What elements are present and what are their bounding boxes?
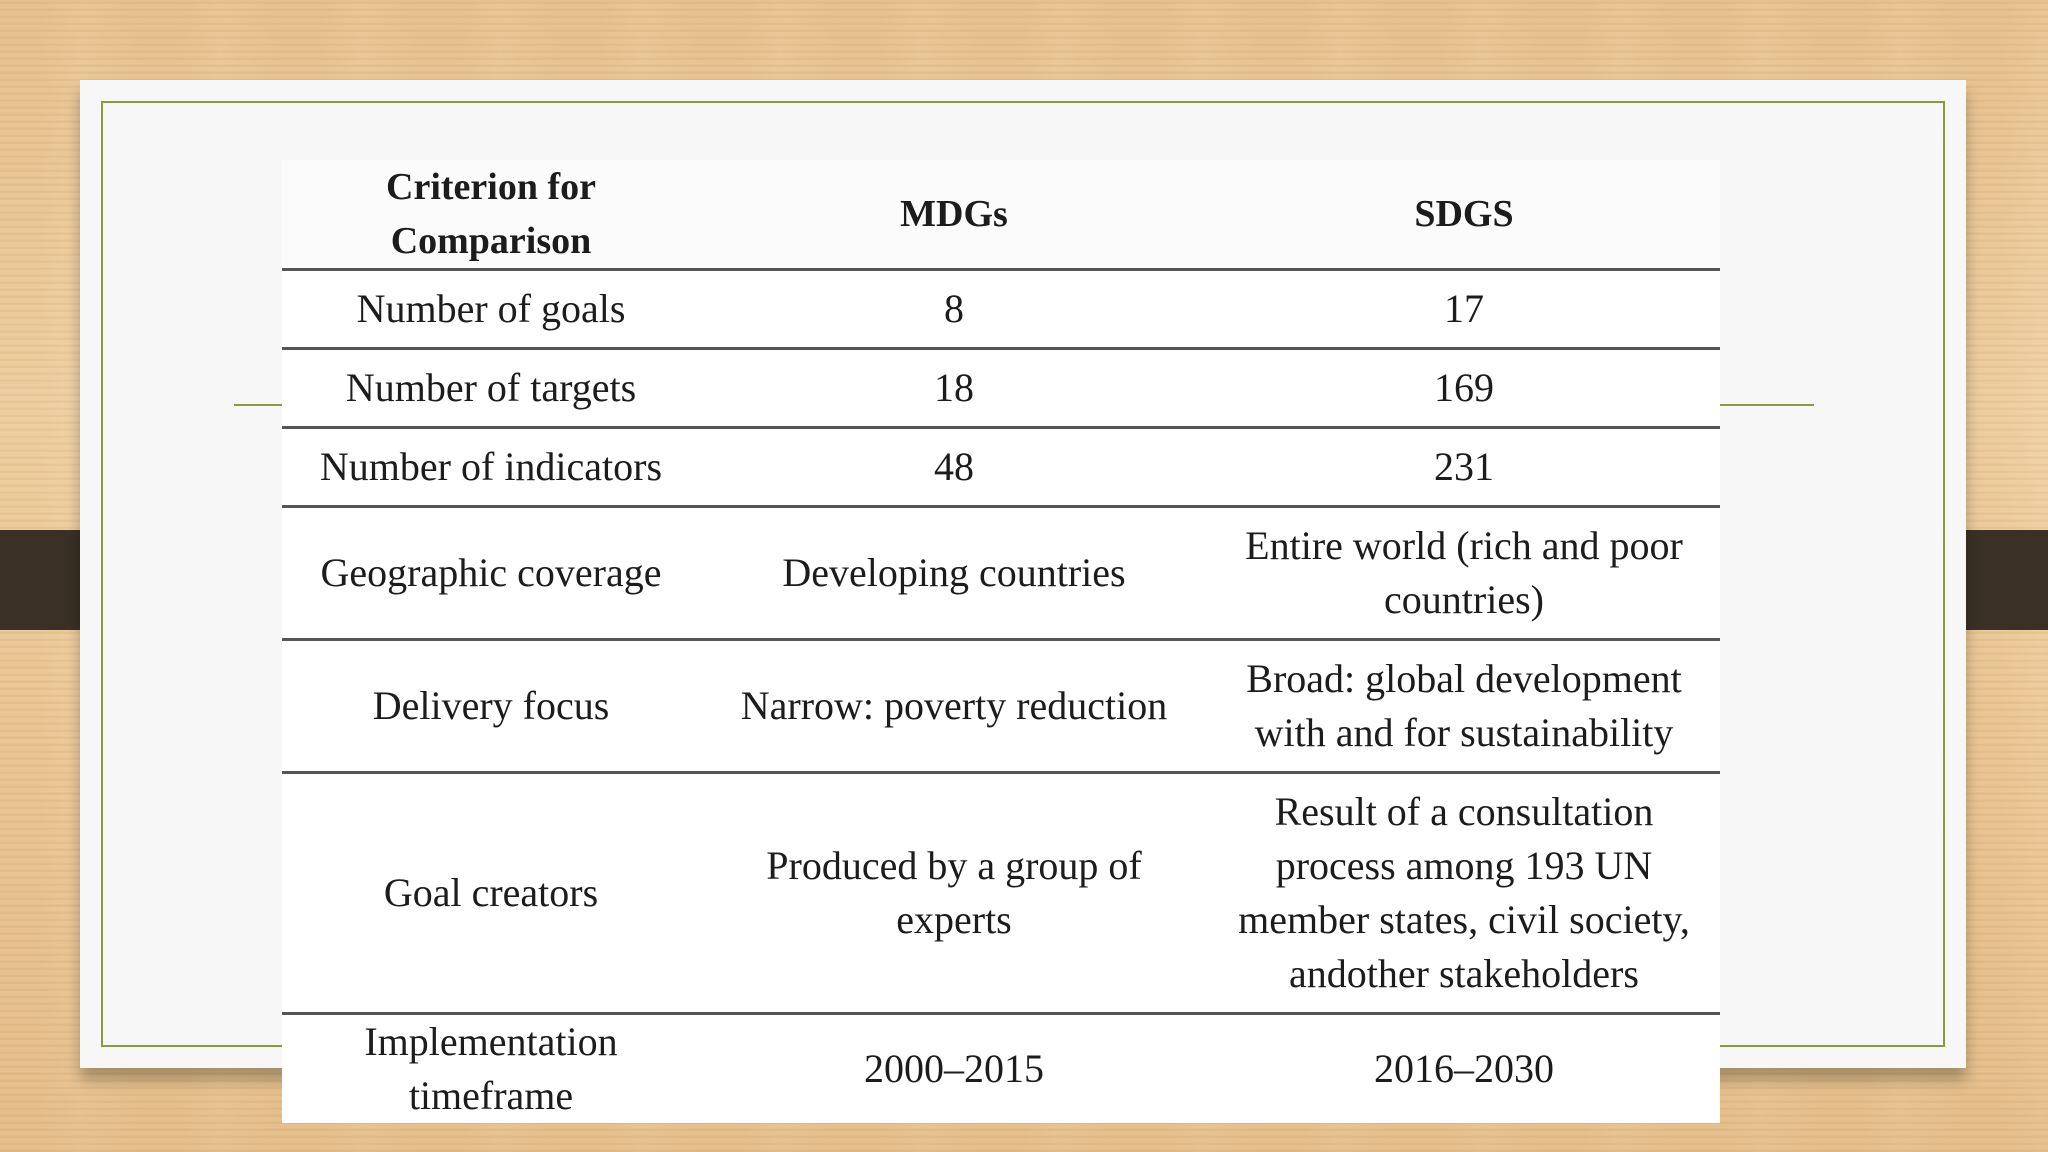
- header-criterion: Criterion for Comparison: [282, 160, 700, 271]
- cell-sdgs: Result of a consultation process among 1…: [1208, 772, 1720, 1015]
- cell-mdgs: 2000–2015: [864, 1046, 1044, 1091]
- cell-sdgs: 17: [1208, 269, 1720, 350]
- cell-mdgs: 8: [700, 269, 1208, 350]
- table-row: Implementation timeframe 2000–2015 2016–…: [282, 1014, 1720, 1124]
- slide: Criterion for Comparison MDGs SDGS Numbe…: [80, 80, 1966, 1123]
- table-header-row: Criterion for Comparison MDGs SDGS: [282, 160, 1720, 271]
- table-row: Number of indicators 48 231: [282, 427, 1720, 508]
- table-row: Number of targets 18 169: [282, 348, 1720, 429]
- cell-mdgs: Produced by a group of experts: [700, 772, 1208, 1015]
- cell-sdgs: Entire world (rich and poor countries): [1208, 506, 1720, 641]
- cell-sdgs: 231: [1208, 427, 1720, 508]
- cell-mdgs: 18: [700, 348, 1208, 429]
- cell-criterion: Implementation timeframe: [364, 1019, 618, 1118]
- cell-criterion: Goal creators: [282, 772, 700, 1015]
- cell-criterion: Number of indicators: [282, 427, 700, 508]
- cell-criterion: Number of targets: [282, 348, 700, 429]
- cell-mdgs: Developing countries: [700, 506, 1208, 641]
- cell-sdgs: 169: [1208, 348, 1720, 429]
- cell-criterion: Geographic coverage: [282, 506, 700, 641]
- comparison-table: Criterion for Comparison MDGs SDGS Numbe…: [282, 160, 1720, 1123]
- cell-mdgs: 48: [700, 427, 1208, 508]
- header-sdgs: SDGS: [1208, 160, 1720, 271]
- table-row: Goal creators Produced by a group of exp…: [282, 772, 1720, 1015]
- table-row: Delivery focus Narrow: poverty reduction…: [282, 639, 1720, 774]
- comparison-table-container: Criterion for Comparison MDGs SDGS Numbe…: [282, 160, 1720, 1123]
- table-row: Geographic coverage Developing countries…: [282, 506, 1720, 641]
- left-decorative-line: [234, 404, 282, 406]
- cell-criterion: Number of goals: [282, 269, 700, 350]
- cell-sdgs: 2016–2030: [1374, 1046, 1554, 1091]
- cell-sdgs: Broad: global development with and for s…: [1208, 639, 1720, 774]
- cell-criterion: Delivery focus: [282, 639, 700, 774]
- cell-mdgs: Narrow: poverty reduction: [700, 639, 1208, 774]
- right-decorative-line: [1720, 404, 1814, 406]
- table-row: Number of goals 8 17: [282, 269, 1720, 350]
- header-mdgs: MDGs: [700, 160, 1208, 271]
